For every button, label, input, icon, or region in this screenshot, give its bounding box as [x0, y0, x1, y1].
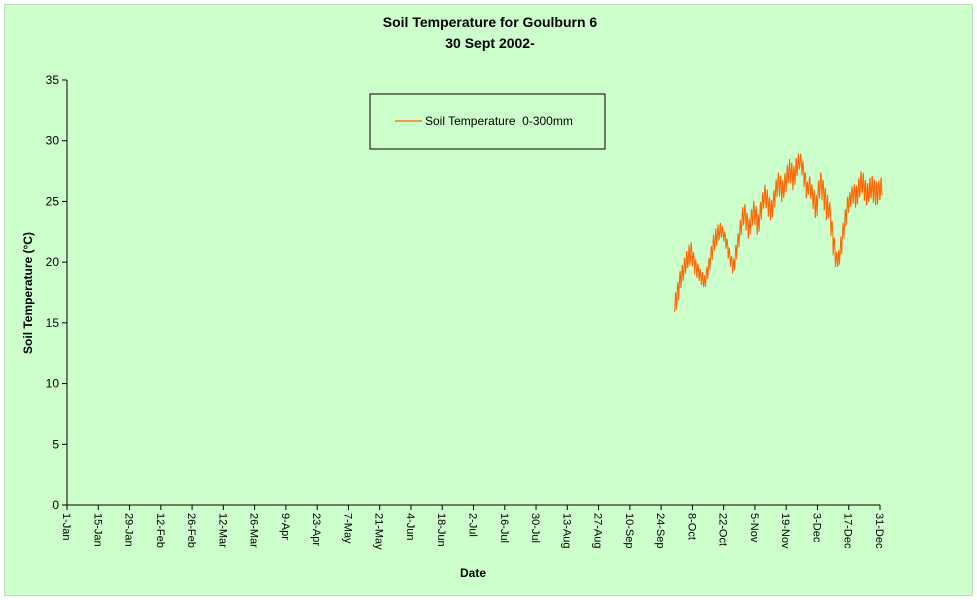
x-tick-label: 31-Dec [873, 513, 885, 549]
x-tick-label: 16-Jul [498, 513, 510, 543]
x-tick-label: 29-Jan [123, 513, 135, 547]
legend: Soil Temperature 0-300mm [369, 93, 606, 150]
x-tick-label: 18-Jun [435, 513, 447, 547]
y-tick-label: 5 [52, 437, 59, 451]
chart-title: Soil Temperature for Goulburn 6 [383, 14, 598, 30]
x-tick-label: 2-Jul [467, 513, 479, 537]
y-tick-label: 35 [46, 73, 60, 87]
y-ticks: 0 5 10 15 20 25 30 35 [46, 73, 67, 512]
y-tick-label: 25 [46, 194, 60, 208]
x-ticks: 1-Jan 15-Jan 29-Jan 12-Feb 26-Feb 12-Mar 26-Ma… [60, 505, 885, 550]
x-tick-label: 13-Aug [560, 513, 572, 548]
x-tick-label: 4-Jun [404, 513, 416, 541]
y-tick-label: 15 [46, 316, 60, 330]
series-line [674, 153, 883, 313]
chart-area: Soil Temperature for Goulburn 6 30 Sept … [4, 4, 973, 596]
x-tick-label: 1-Jan [60, 513, 72, 541]
y-tick-label: 10 [46, 377, 60, 391]
chart-svg: Soil Temperature for Goulburn 6 30 Sept … [21, 14, 885, 580]
legend-box [369, 93, 606, 150]
x-tick-label: 12-Feb [154, 513, 166, 548]
x-tick-label: 9-Apr [279, 513, 291, 540]
x-tick-label: 17-Dec [842, 513, 854, 549]
x-axis-label: Date [460, 566, 486, 580]
y-tick-label: 30 [46, 134, 60, 148]
series-group [674, 153, 883, 313]
x-tick-label: 27-Aug [592, 513, 604, 548]
x-tick-label: 12-Mar [216, 513, 228, 548]
y-tick-label: 20 [46, 255, 60, 269]
x-tick-label: 10-Sep [623, 513, 635, 548]
x-tick-label: 3-Dec [810, 513, 822, 543]
chart-subtitle: 30 Sept 2002- [445, 35, 535, 51]
legend-label: Soil Temperature 0-300mm [425, 114, 573, 128]
x-tick-label: 21-May [373, 513, 385, 550]
x-tick-label: 22-Oct [717, 513, 729, 546]
x-tick-label: 7-May [341, 513, 353, 544]
y-tick-label: 0 [52, 498, 59, 512]
x-tick-label: 26-Feb [185, 513, 197, 548]
x-tick-label: 19-Nov [779, 513, 791, 549]
x-tick-label: 30-Jul [529, 513, 541, 543]
x-tick-label: 23-Apr [310, 513, 322, 546]
x-tick-label: 8-Oct [685, 513, 697, 540]
x-tick-label: 5-Nov [748, 513, 760, 543]
plot-area [66, 80, 880, 506]
x-tick-label: 15-Jan [91, 513, 103, 547]
x-tick-label: 26-Mar [248, 513, 260, 548]
x-tick-label: 24-Sep [654, 513, 666, 548]
y-axis-label: Soil Temperature (°C) [21, 232, 35, 354]
